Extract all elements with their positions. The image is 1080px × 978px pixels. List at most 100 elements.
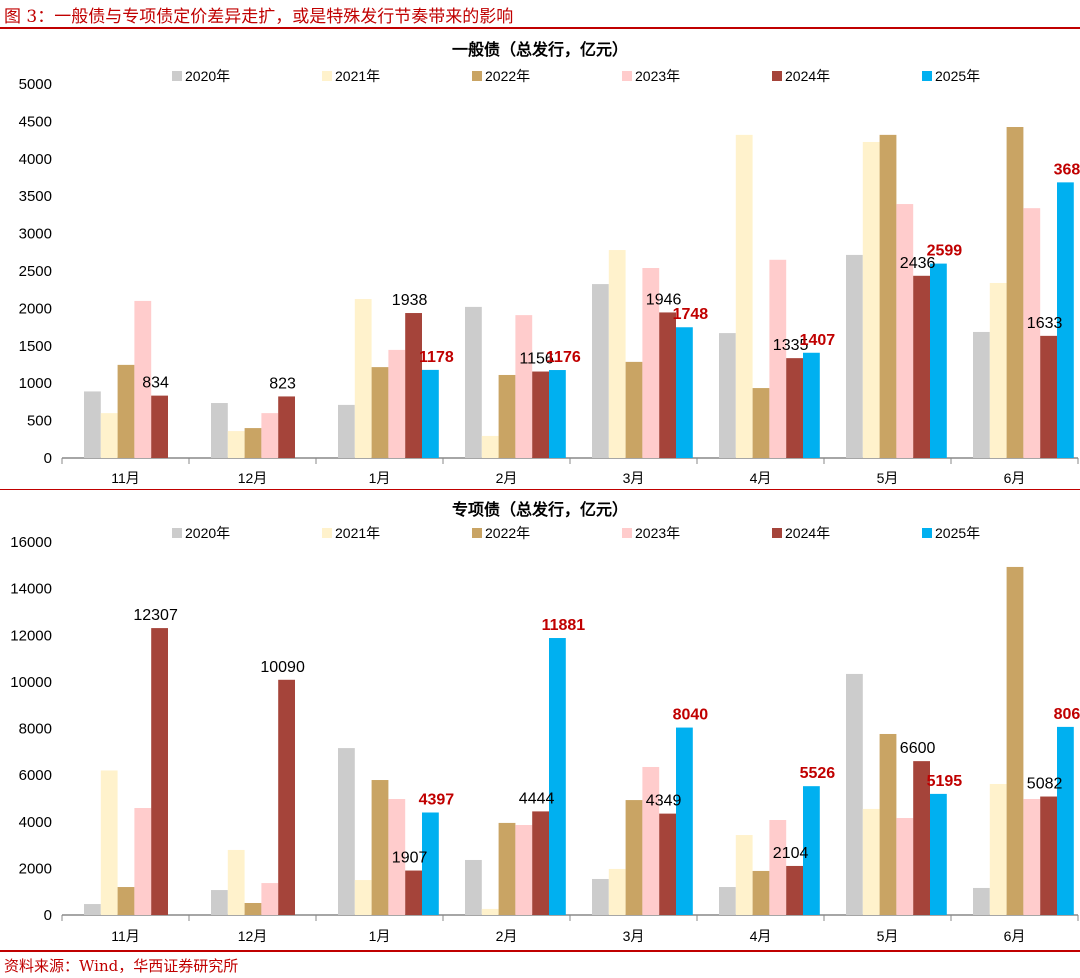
bar-2025年-6月 — [1057, 726, 1074, 915]
bar-2023年-11月 — [134, 300, 152, 458]
bar-2020年-6月 — [973, 331, 990, 458]
x-tick-label: 5月 — [877, 928, 899, 944]
bar-2025年-2月 — [549, 638, 566, 915]
data-label-2024: 2436 — [900, 255, 936, 272]
bar-2020年-11月 — [84, 391, 101, 458]
bar-2022年-3月 — [625, 800, 643, 915]
y-tick-label: 1500 — [19, 338, 52, 355]
data-label-2024: 834 — [142, 375, 169, 392]
legend-swatch — [172, 71, 182, 81]
middle-rule — [0, 489, 1080, 490]
y-tick-label: 10000 — [10, 674, 52, 691]
bar-2025年-5月 — [930, 263, 947, 458]
bar-2021年-12月 — [227, 431, 245, 458]
bar-2022年-2月 — [498, 374, 516, 458]
data-label-2025: 5526 — [800, 765, 836, 782]
data-label-2024: 12307 — [133, 607, 178, 624]
y-tick-label: 4000 — [19, 151, 52, 168]
bar-2022年-1月 — [371, 367, 389, 458]
bar-2025年-1月 — [422, 812, 439, 915]
bar-2020年-3月 — [592, 878, 609, 915]
bar-2021年-11月 — [100, 413, 118, 458]
y-tick-label: 14000 — [10, 581, 52, 598]
data-label-2024: 6600 — [900, 740, 936, 757]
data-label-2024: 5082 — [1027, 776, 1063, 793]
bar-2021年-5月 — [862, 141, 880, 458]
bar-2024年-6月 — [1040, 335, 1057, 458]
x-tick-label: 3月 — [623, 928, 645, 944]
bar-2023年-2月 — [515, 825, 533, 915]
bar-2021年-4月 — [735, 134, 753, 458]
bar-2023年-3月 — [642, 766, 660, 915]
legend-swatch — [322, 528, 332, 538]
x-tick-label: 11月 — [111, 470, 140, 486]
bar-2020年-4月 — [719, 887, 736, 915]
bar-2020年-11月 — [84, 904, 101, 915]
y-tick-label: 2000 — [19, 860, 52, 877]
bar-2021年-12月 — [227, 849, 245, 915]
bar-2024年-1月 — [405, 313, 422, 458]
legend-label: 2023年 — [635, 68, 680, 84]
bar-2021年-3月 — [608, 868, 626, 915]
bar-2020年-1月 — [338, 404, 355, 458]
legend-label: 2024年 — [785, 525, 830, 541]
data-label-2024: 1335 — [773, 337, 809, 354]
bar-2022年-4月 — [752, 388, 770, 458]
data-label-2025: 1176 — [546, 349, 581, 366]
figure-title: 图 3：一般债与专项债定价差异走扩，或是特殊发行节奏带来的影响 — [4, 7, 514, 27]
y-tick-label: 3000 — [19, 226, 52, 243]
data-label-2025: 8040 — [673, 707, 709, 724]
legend-swatch — [622, 71, 632, 81]
bar-2021年-5月 — [862, 808, 880, 915]
x-tick-label: 5月 — [877, 470, 899, 486]
bar-2023年-1月 — [388, 349, 406, 458]
bar-2022年-1月 — [371, 780, 389, 915]
x-tick-label: 4月 — [750, 928, 772, 944]
bar-2022年-4月 — [752, 870, 770, 915]
bar-2022年-3月 — [625, 361, 643, 458]
legend-label: 2021年 — [335, 68, 380, 84]
legend-label: 2024年 — [785, 68, 830, 84]
bar-2023年-4月 — [769, 259, 787, 458]
y-tick-label: 0 — [44, 450, 52, 467]
data-label-2025: 3685 — [1054, 161, 1080, 178]
x-tick-label: 4月 — [750, 470, 772, 486]
bar-2025年-6月 — [1057, 182, 1074, 458]
legend-label: 2021年 — [335, 525, 380, 541]
y-tick-label: 5000 — [19, 76, 52, 93]
bar-2023年-12月 — [261, 883, 279, 915]
bar-2023年-6月 — [1023, 799, 1041, 915]
legend-swatch — [772, 71, 782, 81]
y-tick-label: 4500 — [19, 113, 52, 130]
x-tick-label: 1月 — [369, 928, 391, 944]
data-label-2024: 1938 — [392, 292, 428, 309]
bar-2023年-5月 — [896, 204, 914, 458]
legend-swatch — [472, 528, 482, 538]
data-label-2024: 10090 — [260, 659, 305, 676]
bar-2024年-12月 — [278, 679, 295, 915]
top-rule — [0, 27, 1080, 29]
bar-2022年-6月 — [1006, 127, 1024, 458]
bar-2024年-2月 — [532, 371, 549, 458]
data-label-2024: 2104 — [773, 845, 809, 862]
bar-2021年-2月 — [481, 908, 499, 915]
bar-2020年-3月 — [592, 284, 609, 458]
y-tick-label: 3500 — [19, 188, 52, 205]
x-tick-label: 6月 — [1004, 470, 1026, 486]
bar-2020年-5月 — [846, 673, 863, 915]
bar-2024年-11月 — [151, 628, 168, 915]
data-label-2025: 2599 — [927, 243, 963, 260]
bar-2024年-4月 — [786, 358, 803, 458]
bar-2024年-3月 — [659, 813, 676, 915]
y-tick-label: 4000 — [19, 814, 52, 831]
legend-label: 2025年 — [935, 525, 980, 541]
y-tick-label: 12000 — [10, 627, 52, 644]
bar-2020年-4月 — [719, 333, 736, 458]
bar-2023年-11月 — [134, 807, 152, 915]
bar-2024年-2月 — [532, 811, 549, 915]
bar-2020年-5月 — [846, 254, 863, 458]
data-label-2025: 5195 — [927, 773, 963, 790]
data-label-2025: 1178 — [419, 349, 454, 366]
